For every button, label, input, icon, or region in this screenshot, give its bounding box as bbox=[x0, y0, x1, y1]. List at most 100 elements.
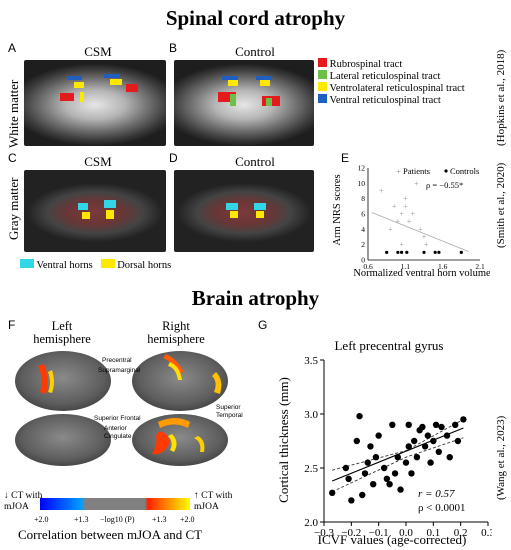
section-title-spinal: Spinal cord atrophy bbox=[165, 6, 346, 30]
x-tick-label: 1.1 bbox=[401, 262, 411, 271]
colorbar-left-label: ↓ CT with mJOA bbox=[4, 491, 42, 513]
label-superior-temporal: Superior Temporal bbox=[216, 404, 243, 419]
right-hemisphere-label: Right hemisphere bbox=[147, 319, 205, 346]
control-point bbox=[396, 250, 400, 254]
colorbar-right-text: CT with mJOA bbox=[194, 491, 233, 512]
panel-letter-a: A bbox=[8, 41, 17, 55]
tract-yellow-left-2 bbox=[80, 92, 84, 102]
data-point bbox=[375, 432, 382, 439]
y-tick-label: 12 bbox=[358, 164, 366, 173]
x-tick-label: 0.2 bbox=[454, 527, 468, 539]
data-point bbox=[342, 464, 350, 472]
data-point bbox=[402, 459, 410, 466]
data-point bbox=[427, 459, 434, 466]
panel-letter-f: F bbox=[8, 318, 16, 332]
data-point bbox=[367, 443, 374, 450]
x-tick-label: 0.0 bbox=[399, 527, 413, 539]
colorbar-caption: Correlation between mJOA and CT bbox=[18, 527, 203, 542]
data-point bbox=[389, 421, 396, 428]
ventral-horn-left bbox=[78, 203, 88, 210]
data-point bbox=[413, 454, 421, 461]
chart-g: Left precentral gyrus −0.3 −0.2 −0.1 0.0 0.1… bbox=[276, 338, 492, 547]
activation-superior-temporal bbox=[212, 372, 222, 394]
data-point bbox=[446, 454, 453, 461]
ci-lower-line bbox=[332, 437, 464, 493]
data-point bbox=[383, 475, 391, 482]
data-point bbox=[361, 470, 369, 477]
data-point bbox=[353, 437, 360, 445]
chart-g-plot: −0.3 −0.2 −0.1 0.0 0.1 0.2 0.3 2.0 2.5 3.0 3.5 bbox=[304, 355, 492, 539]
y-tick-label: 3.5 bbox=[304, 355, 318, 367]
data-point bbox=[386, 481, 393, 488]
patient-point: + bbox=[396, 217, 401, 226]
chart-g-xlabel: ICVF values (age-corrected) bbox=[318, 532, 467, 547]
citation-hopkins: (Hopkins et al., 2018) bbox=[495, 49, 507, 146]
data-point bbox=[391, 470, 399, 477]
x-tick-label: 2.1 bbox=[475, 262, 485, 271]
data-point bbox=[356, 412, 363, 420]
panel-letter-c: C bbox=[8, 151, 17, 165]
chart-g-ylabel: Cortical thickness (mm) bbox=[276, 377, 291, 503]
data-point bbox=[443, 432, 451, 439]
chart-e-legend: + Patients Controls bbox=[396, 166, 479, 176]
label-precentral: Precentral bbox=[102, 357, 132, 364]
colorbar-right-label: ↑ CT with mJOA bbox=[194, 491, 232, 513]
legend-patients-marker: + bbox=[396, 166, 401, 176]
data-point bbox=[452, 421, 459, 428]
panel-title-c: CSM bbox=[84, 154, 112, 169]
data-point bbox=[438, 423, 445, 431]
y-tick-label: 6 bbox=[361, 210, 365, 219]
x-tick-label: −0.3 bbox=[314, 527, 334, 539]
tract-legend: Rubrospinal tract Lateral reticulospinal… bbox=[318, 58, 465, 106]
legend-label-dorsal: Dorsal horns bbox=[117, 260, 172, 271]
legend-label: Lateral reticulospinal tract bbox=[329, 71, 441, 82]
tract-green-left bbox=[230, 94, 236, 106]
chart-e-xlabel: Normalized ventral horn volume bbox=[353, 268, 490, 279]
ventral-horn-right bbox=[254, 203, 266, 210]
panel-letter-g: G bbox=[258, 318, 268, 332]
data-point bbox=[329, 489, 336, 497]
y-tick-label: 2.5 bbox=[304, 463, 318, 475]
activation-supramarginal-left bbox=[48, 370, 54, 393]
x-tick-label: 1.6 bbox=[438, 262, 448, 271]
y-tick-label: 10 bbox=[358, 179, 366, 188]
citation-wang: (Wang et al., 2023) bbox=[495, 415, 507, 500]
tract-green-right bbox=[266, 98, 272, 106]
mri-image-c bbox=[24, 170, 166, 252]
panel-letter-e: E bbox=[341, 151, 350, 165]
y-tick-label: 2.0 bbox=[304, 517, 318, 529]
panel-title-a: CSM bbox=[84, 44, 112, 59]
patient-point: + bbox=[411, 210, 416, 219]
control-point bbox=[405, 250, 409, 254]
x-tick-label: 0.6 bbox=[363, 262, 373, 271]
legend-label: Ventral reticulospinal tract bbox=[329, 95, 441, 106]
brain-right-lateral bbox=[132, 351, 228, 411]
legend-label: Ventrolateral reticulospinal tract bbox=[329, 83, 465, 94]
control-point bbox=[437, 250, 441, 254]
legend-controls-marker bbox=[444, 169, 448, 173]
patient-point: + bbox=[403, 202, 408, 211]
legend-patients-label: Patients bbox=[403, 166, 430, 176]
colorbar-tick: −log10 (P) bbox=[100, 515, 135, 524]
tract-yellow-left bbox=[228, 80, 238, 86]
chart-g-annotation-r: r = 0.57 bbox=[418, 488, 455, 500]
activation-right-2 bbox=[168, 362, 182, 380]
dorsal-horn-right bbox=[106, 210, 114, 219]
legend-label-ventral: Ventral horns bbox=[36, 260, 93, 271]
tract-red-left bbox=[218, 92, 236, 102]
citation-smith: (Smith et al., 2020) bbox=[495, 162, 507, 248]
patient-point: + bbox=[422, 233, 427, 242]
brain-left-lateral bbox=[15, 351, 111, 411]
label-supramarginal: Supramarginal bbox=[98, 367, 141, 374]
data-point bbox=[397, 486, 404, 493]
tract-yellow-left bbox=[74, 82, 84, 88]
panel-title-d: Control bbox=[235, 154, 275, 169]
tract-yellow-right bbox=[110, 79, 122, 85]
legend-swatch-dorsal bbox=[100, 259, 115, 268]
arrow-up-icon: ↑ bbox=[194, 491, 199, 501]
patient-point: + bbox=[424, 240, 429, 249]
mri-image-d bbox=[174, 170, 314, 252]
y-tick-label: 2 bbox=[361, 240, 365, 249]
data-point bbox=[419, 423, 426, 431]
